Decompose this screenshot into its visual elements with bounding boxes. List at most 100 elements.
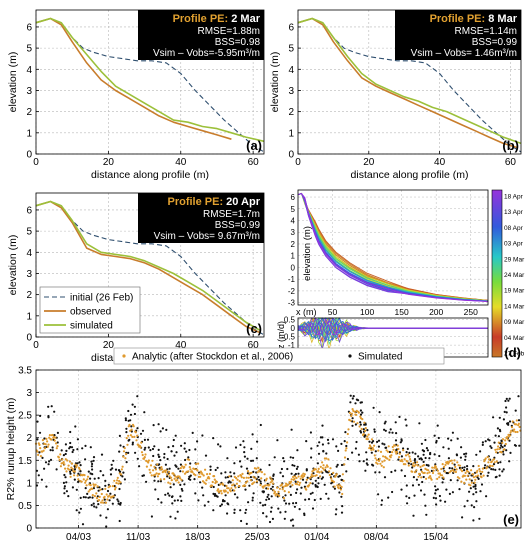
simulated-point [164,463,167,466]
simulated-point [283,517,286,520]
analytic-point [344,449,347,452]
simulated-point [312,472,315,475]
analytic-point [97,499,101,502]
analytic-point [506,438,509,441]
simulated-point [157,448,160,451]
simulated-point [84,487,87,490]
analytic-point [474,478,477,481]
analytic-point [222,483,225,486]
simulated-point [189,478,192,481]
analytic-point [310,473,313,476]
analytic-point [180,478,183,481]
analytic-point [272,489,275,492]
analytic-point [447,461,450,464]
panel-label: (d) [504,345,521,360]
simulated-point [259,423,262,427]
analytic-point [208,472,211,475]
x-tick-label: 11/03 [126,532,151,543]
simulated-point [437,436,440,440]
simulated-point [167,446,170,449]
analytic-point [219,483,222,486]
simulated-point [78,511,81,514]
analytic-point [451,462,454,465]
analytic-point [431,466,434,469]
simulated-point [400,455,403,458]
simulated-point [469,487,472,490]
simulated-point [397,458,400,461]
simulated-point [349,394,352,397]
simulated-point [395,432,398,435]
analytic-point [463,481,466,484]
panel-label: (c) [246,321,262,336]
simulated-point [405,424,408,427]
simulated-point [271,485,274,488]
analytic-point [113,479,116,482]
simulated-point [147,446,150,449]
analytic-point [319,465,322,468]
x-tick-label: 250 [464,307,478,317]
simulated-point [171,502,174,505]
simulated-point [96,495,99,498]
simulated-point [319,497,322,500]
analytic-point [102,501,105,504]
analytic-point [438,476,441,479]
analytic-point [164,471,167,474]
y-tick-label: 4 [288,65,294,76]
simulated-point [101,488,104,491]
analytic-point [341,473,344,476]
simulated-point [267,497,271,501]
simulated-point [450,439,453,442]
analytic-point [141,453,144,457]
analytic-point [46,445,49,448]
analytic-point [319,475,322,478]
simulated-point [82,496,85,499]
simulated-point [447,457,450,460]
analytic-point [257,466,260,469]
simulated-point [475,491,478,494]
analytic-point [254,477,257,480]
simulated-point [64,452,67,456]
simulated-point [136,457,139,460]
analytic-point [101,499,104,502]
analytic-point [152,469,155,472]
analytic-point [440,474,444,477]
simulated-point [128,438,131,441]
simulated-point [121,475,124,478]
analytic-point [287,491,290,494]
simulated-point [436,488,439,491]
x-tick-label: 20 [363,157,375,168]
analytic-point [117,482,120,485]
simulated-point [365,458,368,461]
analytic-point [353,410,356,413]
simulated-point [388,450,391,454]
analytic-point [39,447,42,450]
analytic-point [215,480,218,483]
simulated-point [371,463,374,466]
simulated-point [91,468,94,471]
analytic-point [211,480,214,484]
analytic-point [431,471,435,475]
simulated-point [109,473,113,476]
analytic-point [396,444,399,447]
simulated-point [331,438,335,441]
simulated-point [172,445,175,448]
analytic-point [406,460,409,463]
info-box [395,10,521,60]
analytic-point [187,470,190,473]
simulated-point [291,464,294,467]
simulated-point [265,487,268,490]
analytic-point [458,477,461,480]
panel-a: 0 20 40 60 0 1 2 3 4 5 6 distance along profile (m)… [7,9,265,181]
analytic-point [508,434,511,437]
simulated-point [421,480,424,484]
simulated-point [174,434,177,437]
simulated-point [453,463,456,466]
analytic-point [395,450,399,454]
simulated-point [122,471,125,474]
simulated-point [420,442,423,445]
analytic-point [489,464,492,467]
simulated-point [493,441,496,444]
analytic-point [194,474,197,477]
simulated-point [272,473,275,476]
analytic-point [92,483,95,486]
